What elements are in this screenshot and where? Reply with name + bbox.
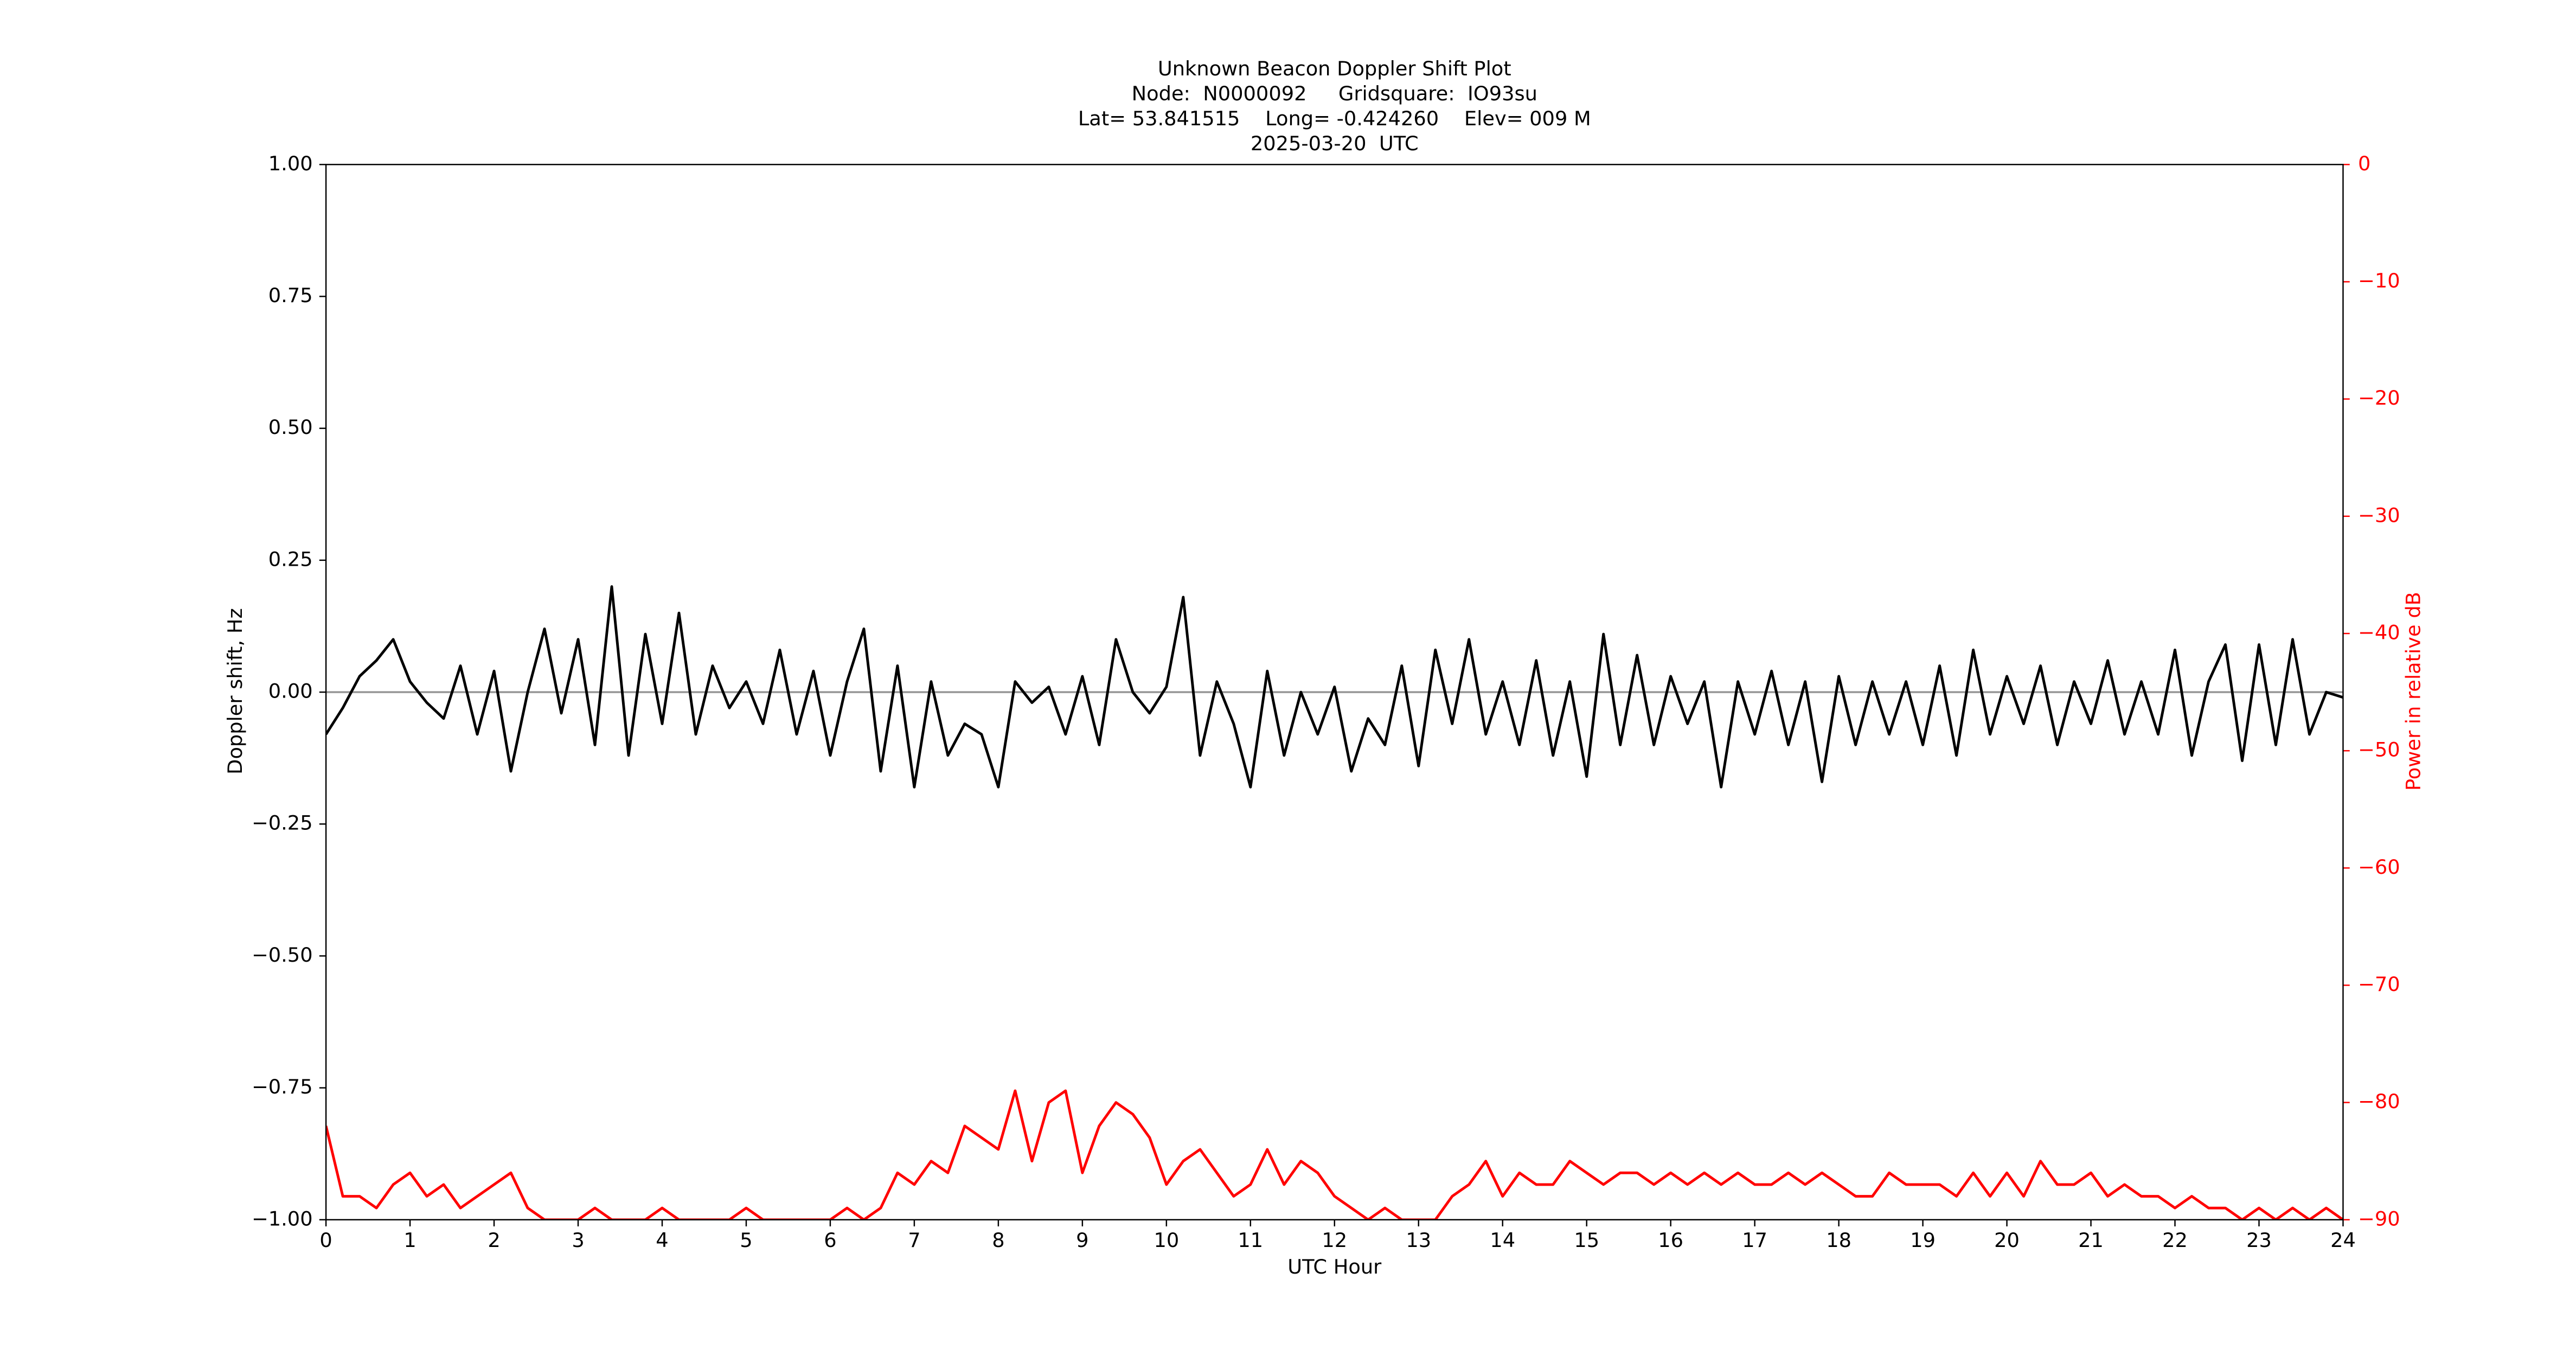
x-tick-label: 10 — [1154, 1229, 1179, 1252]
y2-axis-label: Power in relative dB — [2402, 592, 2425, 791]
y-tick-label: −0.25 — [252, 811, 313, 835]
x-tick-label: 11 — [1238, 1229, 1263, 1252]
x-tick-label: 9 — [1076, 1229, 1088, 1252]
y2-tick-label: −30 — [2358, 503, 2400, 527]
y-tick-label: −0.75 — [252, 1075, 313, 1098]
x-tick-label: 15 — [1574, 1229, 1599, 1252]
chart-title: Node: N0000092 Gridsquare: IO93su — [1132, 82, 1537, 105]
chart-title: 2025-03-20 UTC — [1251, 132, 1419, 155]
x-tick-label: 16 — [1658, 1229, 1683, 1252]
y2-tick-label: −80 — [2358, 1090, 2400, 1113]
y-tick-label: 0.50 — [268, 415, 313, 439]
y-axis-label: Doppler shift, Hz — [223, 608, 247, 775]
x-tick-label: 20 — [1994, 1229, 2020, 1252]
x-tick-label: 4 — [656, 1229, 668, 1252]
x-tick-label: 6 — [824, 1229, 836, 1252]
y-tick-label: 0.75 — [268, 284, 313, 307]
x-tick-label: 12 — [1322, 1229, 1347, 1252]
x-tick-label: 8 — [992, 1229, 1004, 1252]
chart-title: Lat= 53.841515 Long= -0.424260 Elev= 009… — [1078, 107, 1591, 130]
y2-tick-label: −60 — [2358, 855, 2400, 879]
x-tick-label: 21 — [2078, 1229, 2104, 1252]
y2-tick-label: 0 — [2358, 152, 2370, 175]
x-tick-label: 5 — [740, 1229, 752, 1252]
x-tick-label: 17 — [1742, 1229, 1767, 1252]
series-line — [326, 1089, 2343, 1220]
y-tick-label: −1.00 — [252, 1207, 313, 1230]
plot-area — [326, 585, 2343, 1220]
x-tick-label: 24 — [2330, 1229, 2356, 1252]
x-tick-label: 13 — [1406, 1229, 1431, 1252]
y2-tick-label: −40 — [2358, 621, 2400, 644]
y-tick-label: −0.50 — [252, 943, 313, 967]
chart-title: Unknown Beacon Doppler Shift Plot — [1158, 57, 1511, 80]
y2-tick-label: −10 — [2358, 269, 2400, 292]
series-line — [326, 585, 2343, 789]
x-tick-label: 18 — [1826, 1229, 1851, 1252]
y-tick-label: 1.00 — [268, 152, 313, 175]
x-tick-label: 3 — [572, 1229, 584, 1252]
y-tick-label: 0.00 — [268, 680, 313, 703]
x-tick-label: 7 — [908, 1229, 920, 1252]
x-tick-label: 1 — [403, 1229, 416, 1252]
x-tick-label: 14 — [1490, 1229, 1515, 1252]
y2-tick-label: −20 — [2358, 386, 2400, 410]
x-tick-label: 2 — [488, 1229, 500, 1252]
y2-tick-label: −50 — [2358, 738, 2400, 762]
y-tick-label: 0.25 — [268, 547, 313, 571]
x-tick-label: 22 — [2162, 1229, 2188, 1252]
plot-frame — [325, 164, 2344, 1220]
y2-tick-label: −90 — [2358, 1207, 2400, 1230]
x-axis-label: UTC Hour — [1287, 1255, 1382, 1278]
y2-tick-label: −70 — [2358, 973, 2400, 996]
x-tick-label: 0 — [319, 1229, 332, 1252]
x-tick-label: 19 — [1910, 1229, 1936, 1252]
x-tick-label: 23 — [2246, 1229, 2272, 1252]
